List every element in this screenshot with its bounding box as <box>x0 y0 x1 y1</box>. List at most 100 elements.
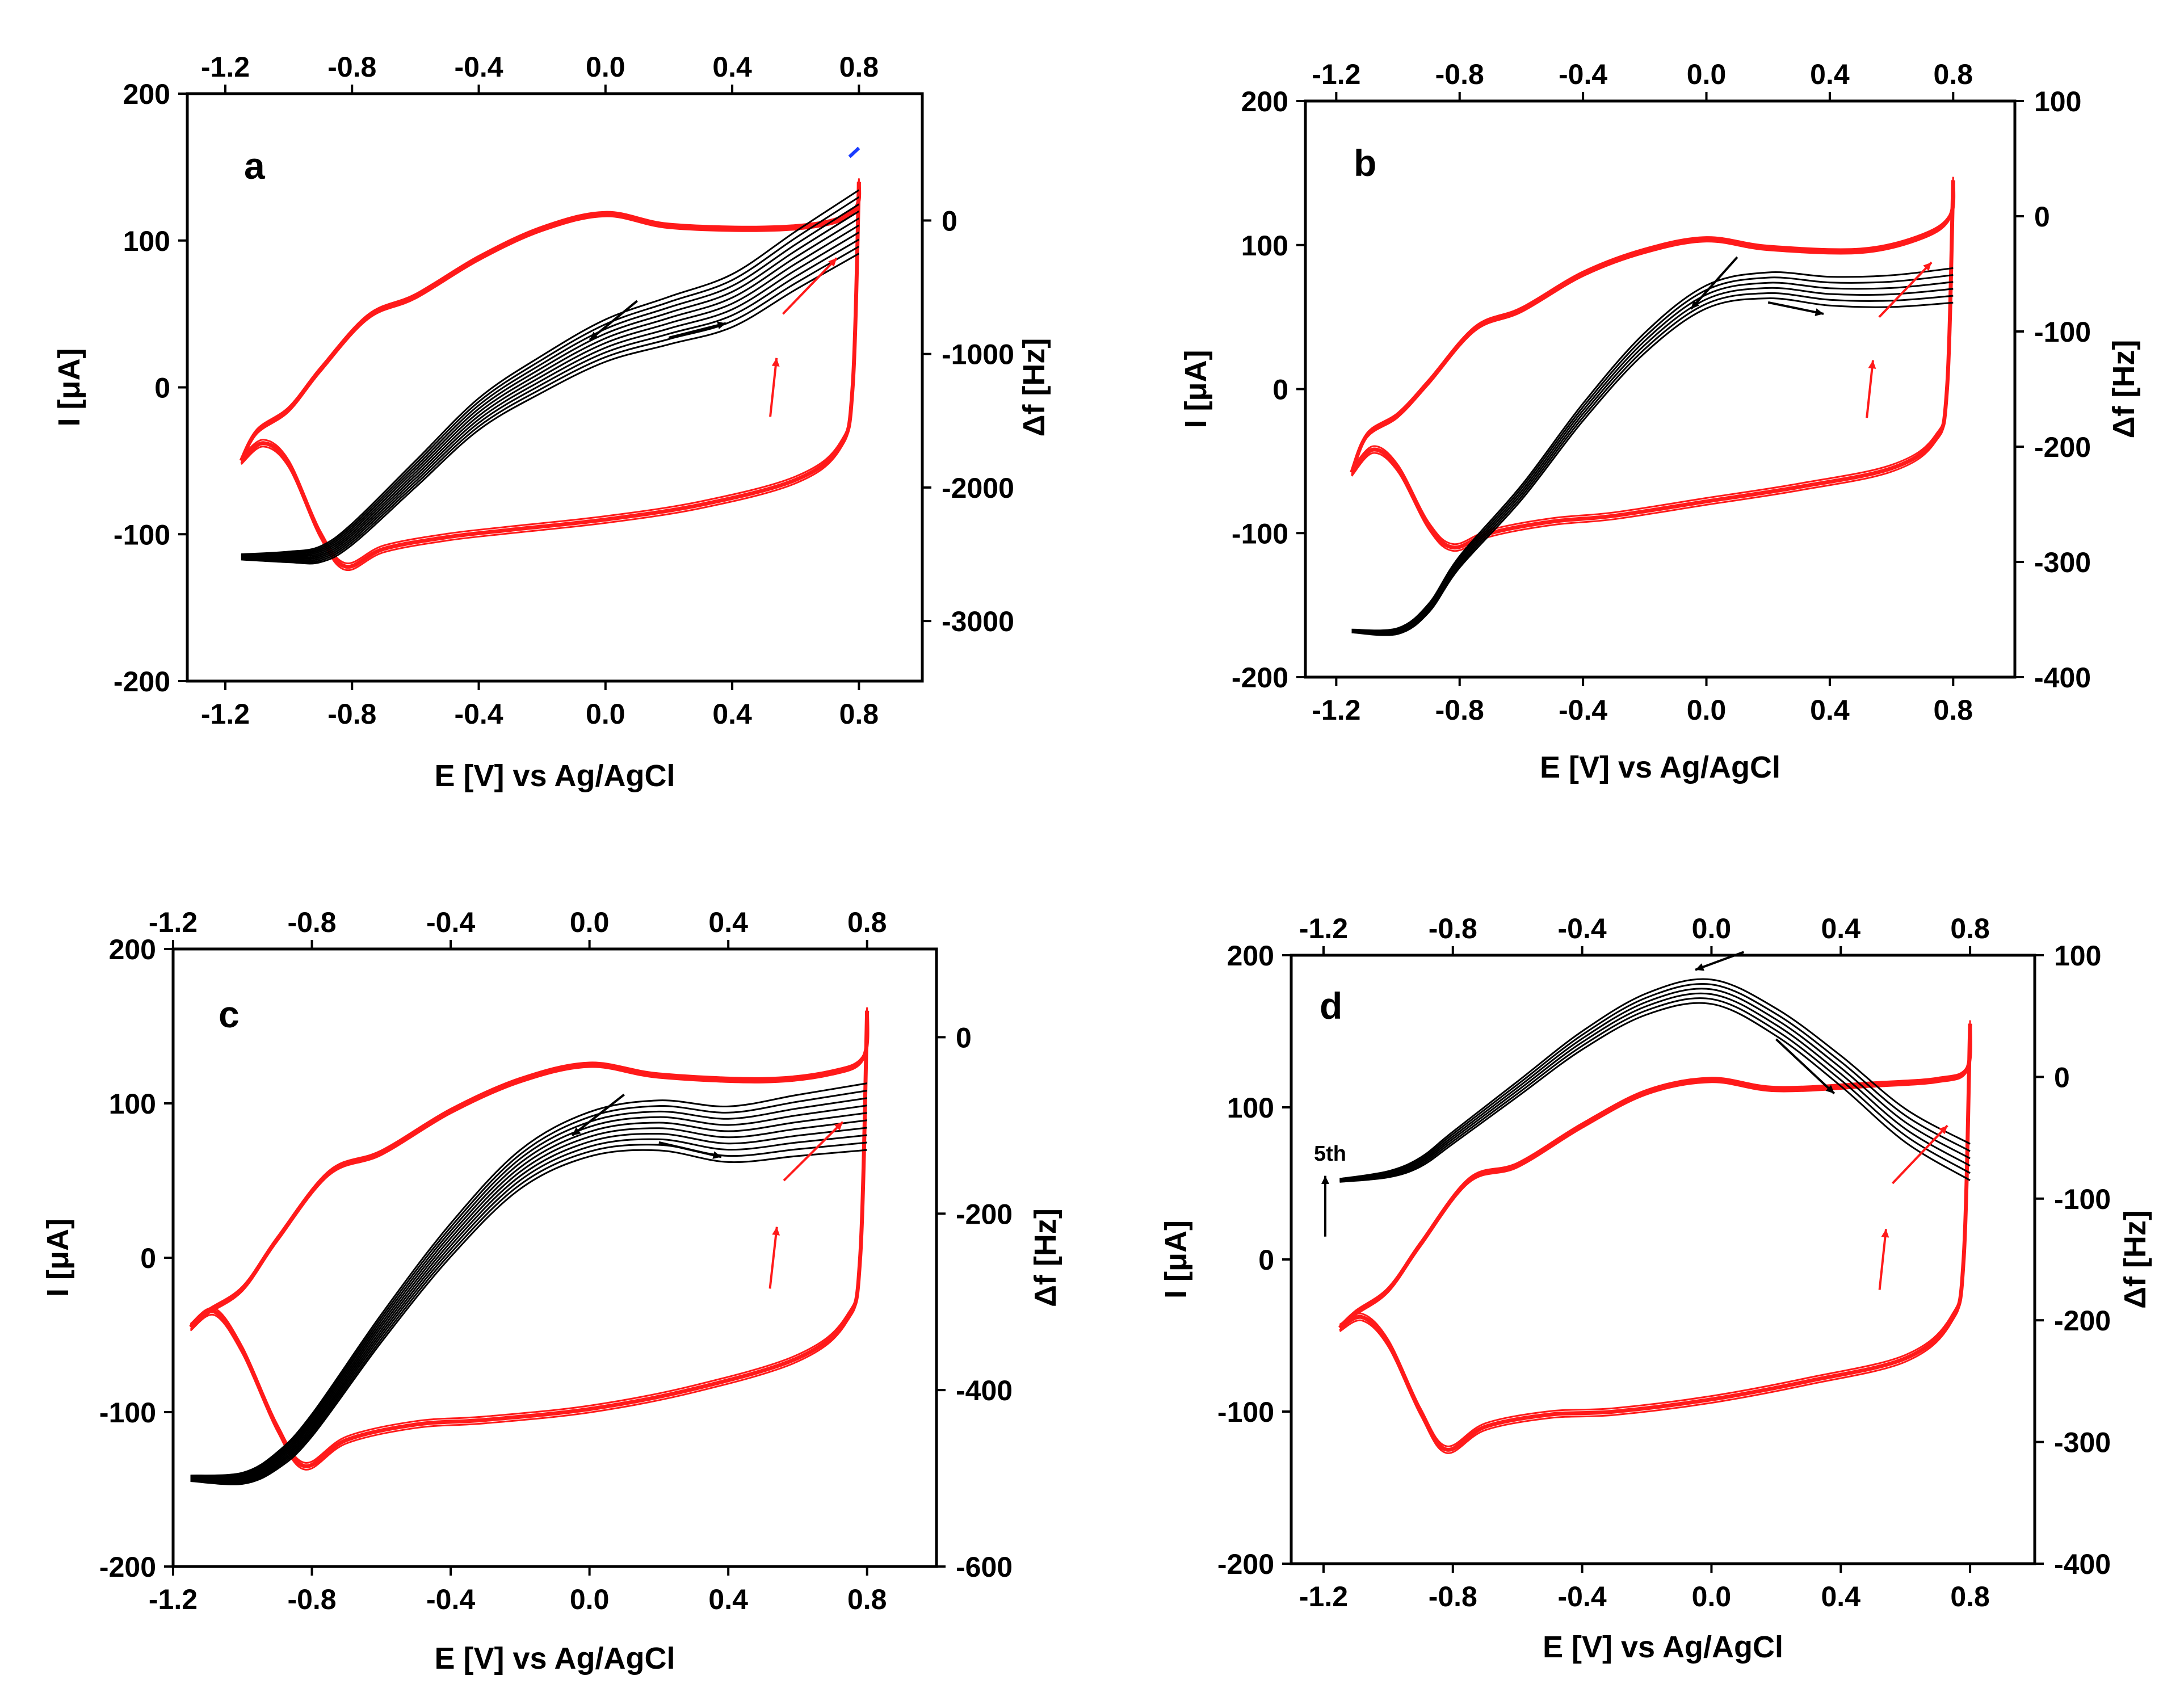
mass-frequency-cycle <box>1339 997 1971 1182</box>
y-tick-label: -100 <box>1232 518 1288 549</box>
mass-frequency-cycle <box>190 1127 867 1483</box>
y-tick-label: 200 <box>1227 940 1274 972</box>
x-top-tick-label: -0.4 <box>426 906 475 938</box>
x-top-tick-label: 0.4 <box>708 906 748 938</box>
x-tick-label: 0.0 <box>570 1584 610 1615</box>
mass-frequency-cycle <box>190 1149 867 1485</box>
y-tick-label: 100 <box>1227 1092 1274 1124</box>
y2-tick-label: 0 <box>2054 1061 2070 1093</box>
y2-tick-label: -3000 <box>942 606 1014 637</box>
x-top-tick-label: 0.0 <box>570 906 610 938</box>
x-top-tick-label: -0.4 <box>1558 913 1607 944</box>
panel-letter: a <box>244 145 266 187</box>
y2-tick-label: -200 <box>2054 1305 2111 1337</box>
y-tick-label: -200 <box>99 1551 156 1583</box>
x-tick-label: -0.8 <box>327 698 376 730</box>
scan-arrow <box>1878 261 1933 318</box>
mass-frequency-cycle <box>241 189 860 556</box>
scan-arrow <box>1767 301 1824 316</box>
plot-frame <box>1290 954 2036 1565</box>
panel-d: -1.2 -1.2 -0.8 -0.8 -0.4 -0.4 0.0 0.0 0.4 0.4 0.8 0… <box>1159 913 2152 1664</box>
y2-tick-label: -400 <box>2054 1548 2111 1580</box>
x-tick-label: 0.8 <box>1950 1581 1990 1612</box>
scan-arrow <box>571 1093 625 1137</box>
x-tick-label: -0.4 <box>1558 1581 1607 1612</box>
x-tick-label: -1.2 <box>1299 1581 1348 1612</box>
x-top-tick-label: -0.8 <box>1435 58 1484 90</box>
x-tick-label: 0.0 <box>1692 1581 1732 1612</box>
plot-area <box>239 178 862 572</box>
mass-frequency-cycle <box>190 1119 867 1481</box>
y-tick-label: -200 <box>1232 662 1288 694</box>
scan-arrow <box>769 358 780 417</box>
y2-tick-label: -300 <box>2054 1427 2111 1459</box>
x-tick-label: 0.4 <box>708 1584 748 1615</box>
plot-area <box>1338 978 1972 1454</box>
scan-arrow <box>589 300 638 341</box>
y2-tick-label: -2000 <box>942 472 1014 504</box>
mass-frequency-cycle <box>241 246 860 563</box>
y-tick-label: 200 <box>109 934 156 965</box>
mass-frequency-cycle <box>1351 292 1954 635</box>
mass-frequency-cycle <box>190 1082 867 1477</box>
x-tick-label: 0.4 <box>1821 1581 1861 1612</box>
x-tick-label: 0.8 <box>847 1584 887 1615</box>
x-top-tick-label: 0.8 <box>847 906 887 938</box>
mass-frequency-cycle <box>190 1112 867 1480</box>
x-top-tick-label: 0.4 <box>1810 58 1850 90</box>
mass-frequency-cycle <box>1351 267 1954 632</box>
y2-tick-label: -200 <box>2034 431 2091 463</box>
scan-arrow <box>782 257 838 315</box>
cv-current-forward <box>190 1013 868 1330</box>
y-tick-label: 100 <box>1241 230 1288 262</box>
cv-current-forward <box>239 181 862 462</box>
x-top-tick-label: -0.8 <box>1429 913 1477 944</box>
cv-current-forward <box>1351 182 1955 476</box>
cv-current-return <box>240 185 860 572</box>
y2-tick-label: -1000 <box>942 339 1014 371</box>
x-tick-label: 0.8 <box>839 698 879 730</box>
panel-a: -1.2 -1.2 -0.8 -0.8 -0.4 -0.4 0.0 0.0 0.4 0.4 0.8 0… <box>52 51 1051 793</box>
x-top-tick-label: -1.2 <box>1299 913 1348 944</box>
y-axis-title: I [μA] <box>52 348 86 426</box>
plot-frame <box>171 947 938 1568</box>
cv-current-return <box>189 1010 870 1468</box>
y-tick-label: 100 <box>123 225 170 257</box>
cv-current-return <box>1351 177 1954 545</box>
x-tick-label: -0.8 <box>1429 1581 1477 1612</box>
mass-frequency-cycle <box>241 253 860 565</box>
x-tick-label: -1.2 <box>149 1584 198 1615</box>
x-axis-title: E [V] vs Ag/AgCl <box>434 1641 675 1675</box>
y-tick-label: 0 <box>1272 374 1288 406</box>
y2-tick-label: 0 <box>956 1022 972 1053</box>
mass-frequency-cycle <box>1351 274 1954 632</box>
panel-c: -1.2 -1.2 -0.8 -0.8 -0.4 -0.4 0.0 0.0 0.4 0.4 0.8 0… <box>41 906 1062 1675</box>
y-axis-title: I [μA] <box>1179 350 1213 428</box>
x-top-tick-label: -0.4 <box>454 51 503 83</box>
x-tick-label: -0.4 <box>1559 694 1607 726</box>
x-tick-label: -0.4 <box>426 1584 475 1615</box>
x-top-tick-label: 0.8 <box>839 51 879 83</box>
x-tick-label: 0.4 <box>1810 694 1850 726</box>
panel-b: -1.2 -1.2 -0.8 -0.8 -0.4 -0.4 0.0 0.0 0.4 0.4 0.8 0… <box>1179 58 2141 784</box>
mass-frequency-cycle <box>241 210 860 557</box>
panel-letter: c <box>219 993 240 1035</box>
scan-arrow <box>1866 360 1876 418</box>
y-tick-label: 0 <box>154 372 170 404</box>
y2-tick-label: -400 <box>956 1375 1013 1406</box>
mass-frequency-cycle <box>1339 988 1971 1181</box>
mass-frequency-cycle <box>190 1134 867 1483</box>
scan-arrow <box>1690 256 1738 310</box>
cv-current-return <box>1351 183 1954 552</box>
x-axis-title: E [V] vs Ag/AgCl <box>1543 1630 1783 1664</box>
y-axis-title: I [μA] <box>41 1219 75 1297</box>
cv-current-forward <box>1351 178 1955 471</box>
scan-arrow <box>768 1227 780 1289</box>
scan-arrow <box>658 1141 722 1159</box>
scan-arrow <box>1695 951 1745 971</box>
mass-frequency-cycle <box>241 196 860 556</box>
y2-tick-label: -200 <box>956 1198 1013 1230</box>
cv-current-forward <box>1350 180 1956 474</box>
cv-current-forward <box>1338 1023 1972 1330</box>
mass-frequency-cycle <box>1339 983 1971 1181</box>
